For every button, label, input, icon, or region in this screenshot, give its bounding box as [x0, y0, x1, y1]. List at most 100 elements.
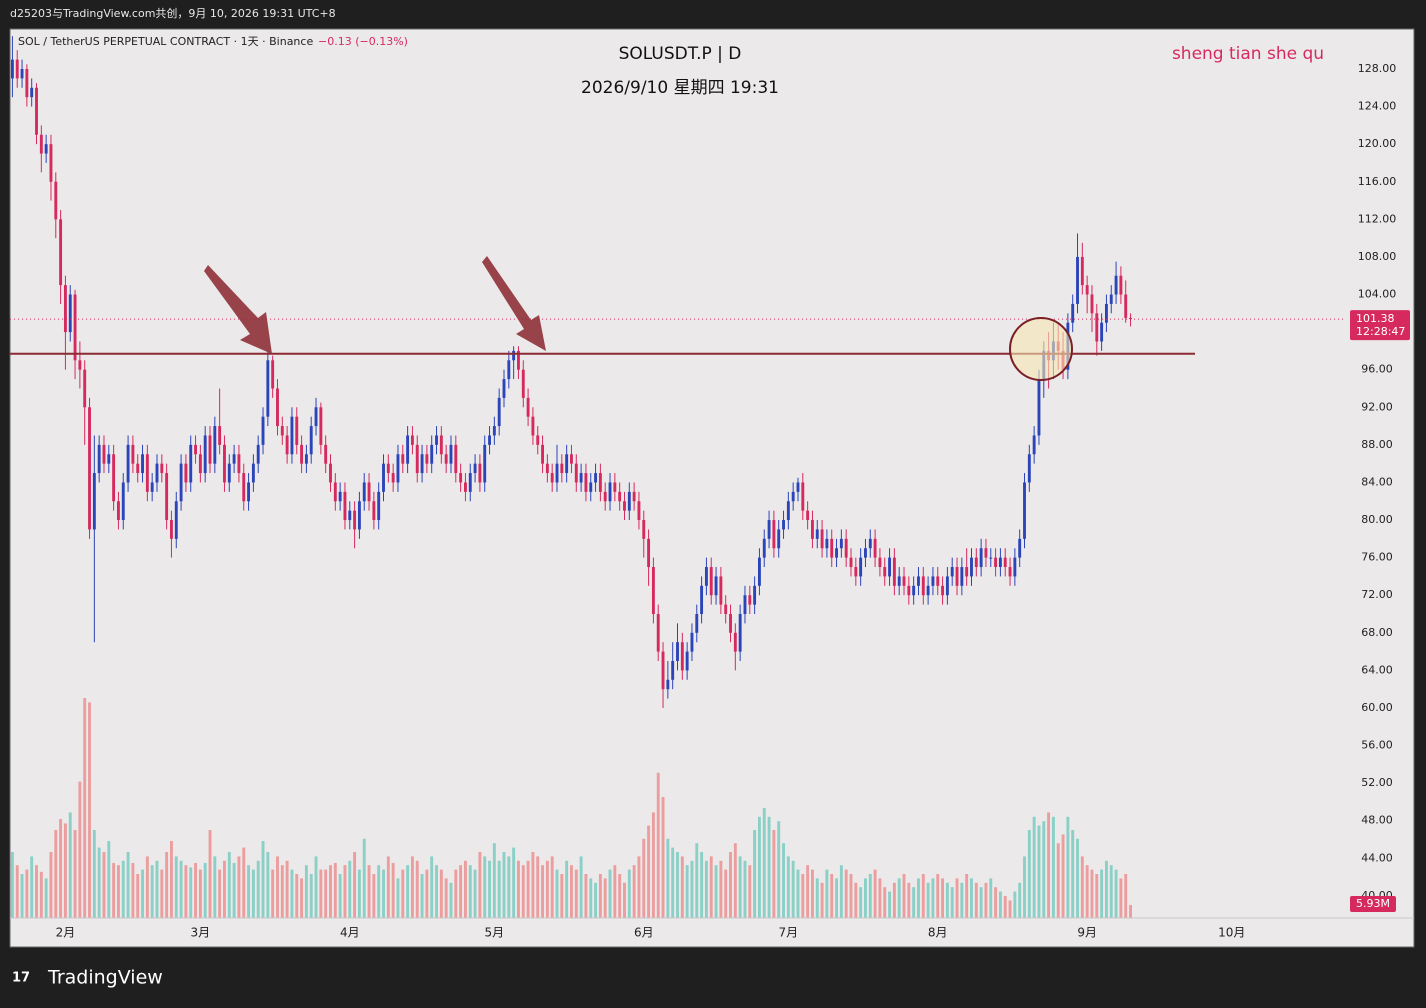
candle-body	[729, 614, 732, 633]
candle-body	[266, 360, 270, 417]
brand-logo: 17	[12, 971, 30, 986]
volume-bar	[324, 869, 328, 918]
candle-body	[801, 482, 805, 511]
candle-body	[49, 144, 53, 182]
x-tick-label: 6月	[634, 926, 654, 940]
volume-bar	[974, 882, 978, 918]
volume-bar	[112, 863, 116, 918]
volume-bar	[68, 812, 72, 918]
volume-bar	[150, 865, 154, 918]
volume-bar	[902, 874, 906, 918]
candle-body	[574, 463, 578, 483]
candle-body	[839, 538, 843, 549]
y-tick-label: 104.00	[1358, 288, 1397, 301]
volume-bar	[762, 808, 766, 918]
volume-bar	[627, 869, 631, 918]
candle-body	[35, 87, 38, 135]
volume-bar	[88, 702, 91, 918]
y-tick-label: 120.00	[1358, 137, 1397, 150]
volume-bar	[468, 865, 472, 918]
volume-bar	[772, 830, 776, 918]
candle-body	[174, 501, 178, 539]
volume-bar	[184, 865, 188, 918]
price-label-box	[1350, 310, 1410, 341]
candle-body	[116, 501, 120, 521]
volume-bar	[690, 860, 694, 918]
volume-bar	[136, 874, 140, 918]
candle-body	[917, 576, 920, 586]
volume-bar	[160, 869, 164, 918]
volume-bar	[661, 797, 665, 918]
volume-bar	[815, 878, 819, 918]
candle-body	[550, 473, 554, 483]
candle-body	[372, 501, 376, 521]
volume-bar	[936, 874, 940, 918]
x-tick-label: 5月	[485, 926, 505, 940]
candle-body	[541, 444, 544, 464]
candle-body	[449, 444, 453, 464]
volume-bar	[753, 830, 757, 918]
candle-body	[401, 454, 405, 464]
volume-bar	[517, 860, 520, 918]
candle-body	[536, 435, 540, 445]
volume-bar	[304, 865, 308, 918]
volume-bar	[290, 869, 294, 918]
volume-bar	[126, 852, 130, 918]
volume-bar	[1085, 865, 1089, 918]
volume-bar	[724, 869, 728, 918]
candle-body	[811, 520, 814, 539]
volume-bar	[806, 865, 810, 918]
chart-title: SOLUSDT.P | D	[619, 44, 742, 64]
candle-body	[362, 482, 366, 502]
candle-body	[280, 426, 284, 436]
candle-body	[68, 294, 72, 333]
volume-bar	[309, 874, 313, 918]
y-tick-label: 84.00	[1361, 475, 1393, 488]
candle-body	[348, 510, 352, 521]
volume-bar	[203, 863, 207, 918]
candle-body	[107, 454, 111, 464]
volume-bar	[989, 878, 993, 918]
highlight-circle	[1009, 317, 1073, 381]
volume-bar	[242, 847, 246, 918]
candle-body	[984, 548, 988, 558]
candle-body	[1018, 538, 1022, 558]
candle-body	[203, 435, 207, 474]
volume-bar	[825, 869, 829, 918]
volume-bar	[165, 852, 169, 918]
volume-bar	[319, 869, 323, 918]
volume-bar	[271, 869, 275, 918]
candle-body	[507, 360, 511, 380]
y-tick-label: 60.00	[1361, 701, 1393, 714]
y-tick-label: 96.00	[1361, 363, 1393, 376]
x-tick-label: 9月	[1077, 926, 1097, 940]
volume-bar	[483, 856, 487, 918]
candle-body	[218, 426, 222, 445]
candle-body	[613, 482, 617, 492]
volume-bar	[820, 882, 824, 918]
volume-bar	[145, 856, 149, 918]
candle-body	[420, 454, 424, 474]
volume-bar	[276, 856, 279, 918]
volume-bar	[945, 882, 949, 918]
candle-body	[704, 567, 708, 586]
volume-bar	[1104, 860, 1108, 918]
volume-bar	[892, 882, 896, 918]
candle-body	[830, 538, 834, 558]
candle-body	[1080, 256, 1084, 286]
candle-body	[256, 444, 260, 464]
candle-body	[1071, 303, 1075, 323]
candle-body	[353, 510, 357, 530]
volume-bar	[671, 847, 675, 918]
volume-bar	[502, 852, 506, 918]
volume-bar	[618, 874, 622, 918]
volume-bar	[984, 882, 988, 918]
candle-body	[179, 463, 183, 502]
volume-bar	[704, 860, 708, 918]
volume-bar	[839, 865, 843, 918]
volume-bar	[791, 860, 795, 918]
candle-body	[912, 585, 916, 596]
y-tick-label: 112.00	[1358, 212, 1397, 225]
candle-body	[425, 454, 429, 464]
volume-bar	[237, 856, 241, 918]
